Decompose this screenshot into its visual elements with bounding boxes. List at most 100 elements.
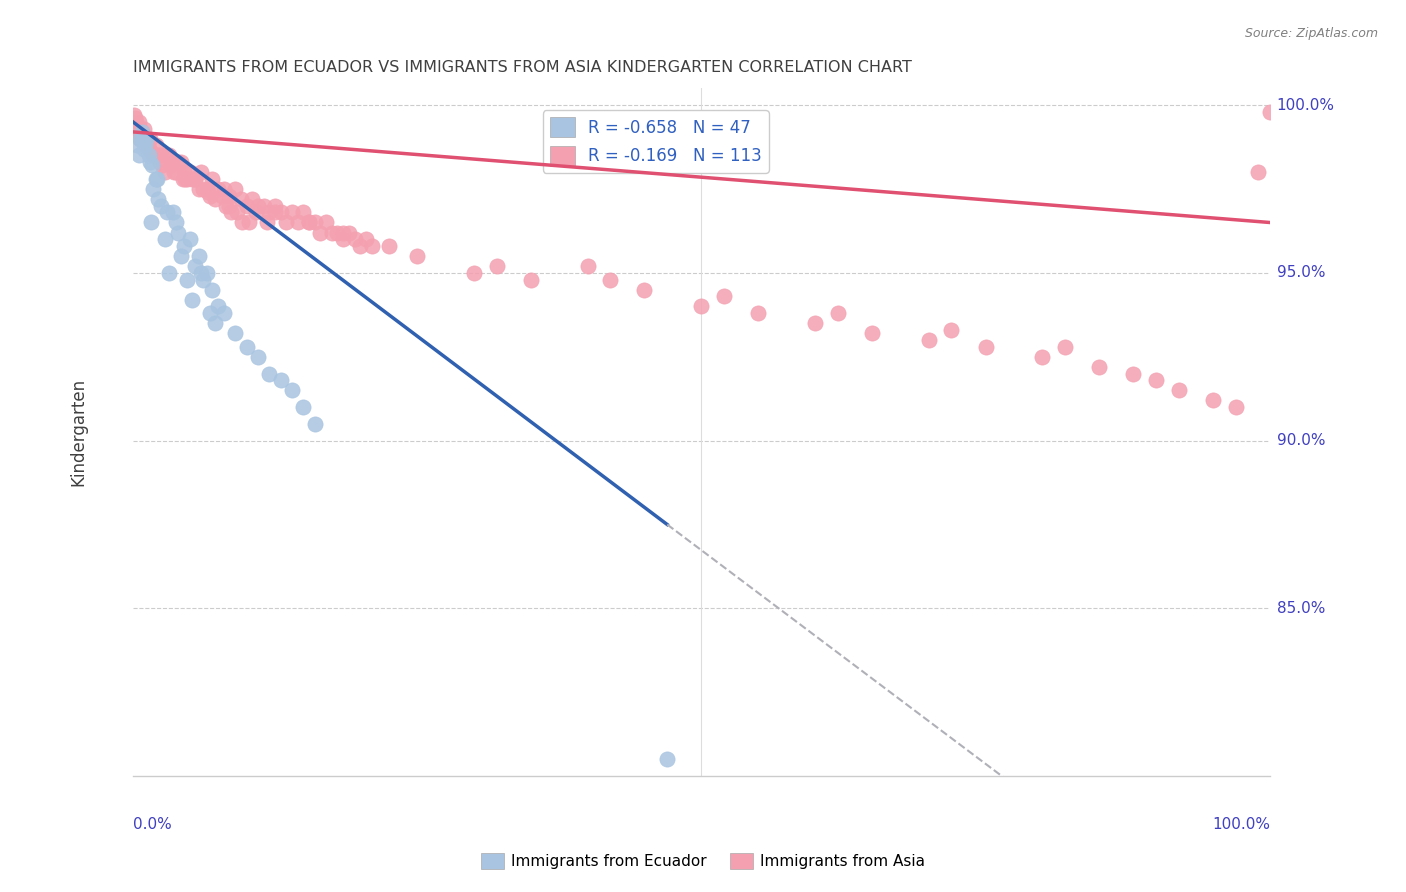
Point <box>315 215 337 229</box>
Point <box>259 205 281 219</box>
Text: Source: ZipAtlas.com: Source: ZipAtlas.com <box>1244 27 1378 40</box>
Point <box>485 259 508 273</box>
Point <box>349 239 371 253</box>
Point <box>713 289 735 303</box>
Point <box>281 205 304 219</box>
Point <box>135 131 157 145</box>
Point <box>150 148 173 162</box>
Point <box>141 158 163 172</box>
Point <box>256 215 278 229</box>
Point <box>281 384 304 398</box>
Point <box>128 131 150 145</box>
Legend: Immigrants from Ecuador, Immigrants from Asia: Immigrants from Ecuador, Immigrants from… <box>475 847 931 875</box>
Point <box>235 199 257 213</box>
Point <box>235 340 257 354</box>
Point <box>270 205 292 219</box>
Point <box>377 239 399 253</box>
Point <box>129 131 152 145</box>
Point <box>304 417 326 431</box>
Point <box>124 112 146 126</box>
Point <box>343 232 366 246</box>
Point <box>463 266 485 280</box>
Point <box>128 131 150 145</box>
Point <box>224 326 246 341</box>
Point <box>169 249 191 263</box>
Point <box>145 172 167 186</box>
Point <box>139 155 162 169</box>
Point <box>270 373 292 387</box>
Point <box>264 205 287 219</box>
Point <box>181 172 204 186</box>
Point <box>860 326 883 341</box>
Point <box>134 138 156 153</box>
Point <box>125 121 148 136</box>
Point <box>174 172 197 186</box>
Text: IMMIGRANTS FROM ECUADOR VS IMMIGRANTS FROM ASIA KINDERGARTEN CORRELATION CHART: IMMIGRANTS FROM ECUADOR VS IMMIGRANTS FR… <box>132 60 911 75</box>
Point <box>198 306 221 320</box>
Point <box>292 205 315 219</box>
Point <box>298 215 321 229</box>
Point <box>125 115 148 129</box>
Point <box>195 182 218 196</box>
Point <box>264 199 287 213</box>
Point <box>326 226 349 240</box>
Text: 85.0%: 85.0% <box>1277 601 1324 615</box>
Point <box>332 226 354 240</box>
Point <box>165 165 187 179</box>
Point <box>207 299 229 313</box>
Point <box>212 182 235 196</box>
Point <box>201 172 224 186</box>
Point <box>128 121 150 136</box>
Text: 90.0%: 90.0% <box>1277 434 1326 448</box>
Point <box>167 155 190 169</box>
Point <box>153 165 176 179</box>
Point <box>163 165 186 179</box>
Point <box>246 350 269 364</box>
Point <box>1247 165 1270 179</box>
Point <box>179 232 201 246</box>
Point <box>165 215 187 229</box>
Point <box>145 138 167 153</box>
Legend: R = -0.658   N = 47, R = -0.169   N = 113: R = -0.658 N = 47, R = -0.169 N = 113 <box>543 111 769 173</box>
Point <box>1122 367 1144 381</box>
Point <box>179 165 201 179</box>
Point <box>132 131 155 145</box>
Point <box>1258 104 1281 119</box>
Point <box>231 215 253 229</box>
Text: 100.0%: 100.0% <box>1212 817 1270 832</box>
Point <box>184 172 207 186</box>
Point <box>974 340 997 354</box>
Point <box>156 205 179 219</box>
Point <box>139 145 162 159</box>
Point <box>276 215 298 229</box>
Point <box>406 249 429 263</box>
Point <box>207 182 229 196</box>
Point <box>1225 400 1247 414</box>
Point <box>219 205 242 219</box>
Point <box>173 239 195 253</box>
Point <box>122 108 145 122</box>
Point <box>337 226 360 240</box>
Point <box>139 215 162 229</box>
Point <box>918 333 941 347</box>
Point <box>128 148 150 162</box>
Point <box>804 316 827 330</box>
Point <box>138 148 160 162</box>
Point <box>162 155 184 169</box>
Text: Kindergarten: Kindergarten <box>69 378 87 486</box>
Point <box>204 192 226 206</box>
Point <box>157 148 180 162</box>
Point <box>146 148 169 162</box>
Point <box>204 316 226 330</box>
Point <box>127 138 149 153</box>
Point <box>633 283 655 297</box>
Point <box>211 188 233 202</box>
Point <box>321 226 343 240</box>
Point <box>245 205 267 219</box>
Point <box>169 155 191 169</box>
Point <box>132 131 155 145</box>
Point <box>145 172 167 186</box>
Point <box>218 199 240 213</box>
Text: 0.0%: 0.0% <box>132 817 172 832</box>
Point <box>184 259 207 273</box>
